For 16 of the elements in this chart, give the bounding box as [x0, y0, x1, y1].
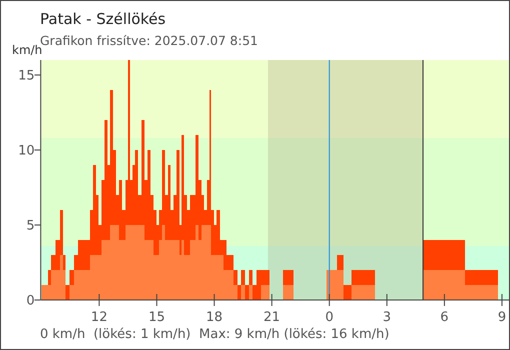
text: 0 km/h (lökés: 1 km/h) Max: 9 km/h (lökés: 16 km/h) [40, 327, 390, 342]
x-tick-label: 3 [382, 310, 392, 325]
y-tick-label: 10 [18, 144, 35, 159]
x-tick-label: 12 [90, 310, 108, 325]
x-tick-label: 21 [264, 310, 280, 325]
chart-title: Patak - Széllökés [40, 10, 166, 28]
x-tick-label: 6 [440, 310, 449, 325]
y-tick-label: 5 [26, 218, 35, 234]
chart-subtitle: Grafikon frissítve: 2025.07.07 8:51 [40, 33, 258, 48]
x-tick-label: 15 [148, 310, 166, 325]
x-tick-label: 0 [325, 310, 334, 325]
x-tick-label: 9 [498, 310, 506, 325]
y-axis-title: km/h [12, 43, 42, 57]
y-tick-label: 0 [26, 294, 35, 309]
x-tick-label: 18 [206, 310, 223, 325]
y-tick-label: 15 [18, 68, 35, 84]
